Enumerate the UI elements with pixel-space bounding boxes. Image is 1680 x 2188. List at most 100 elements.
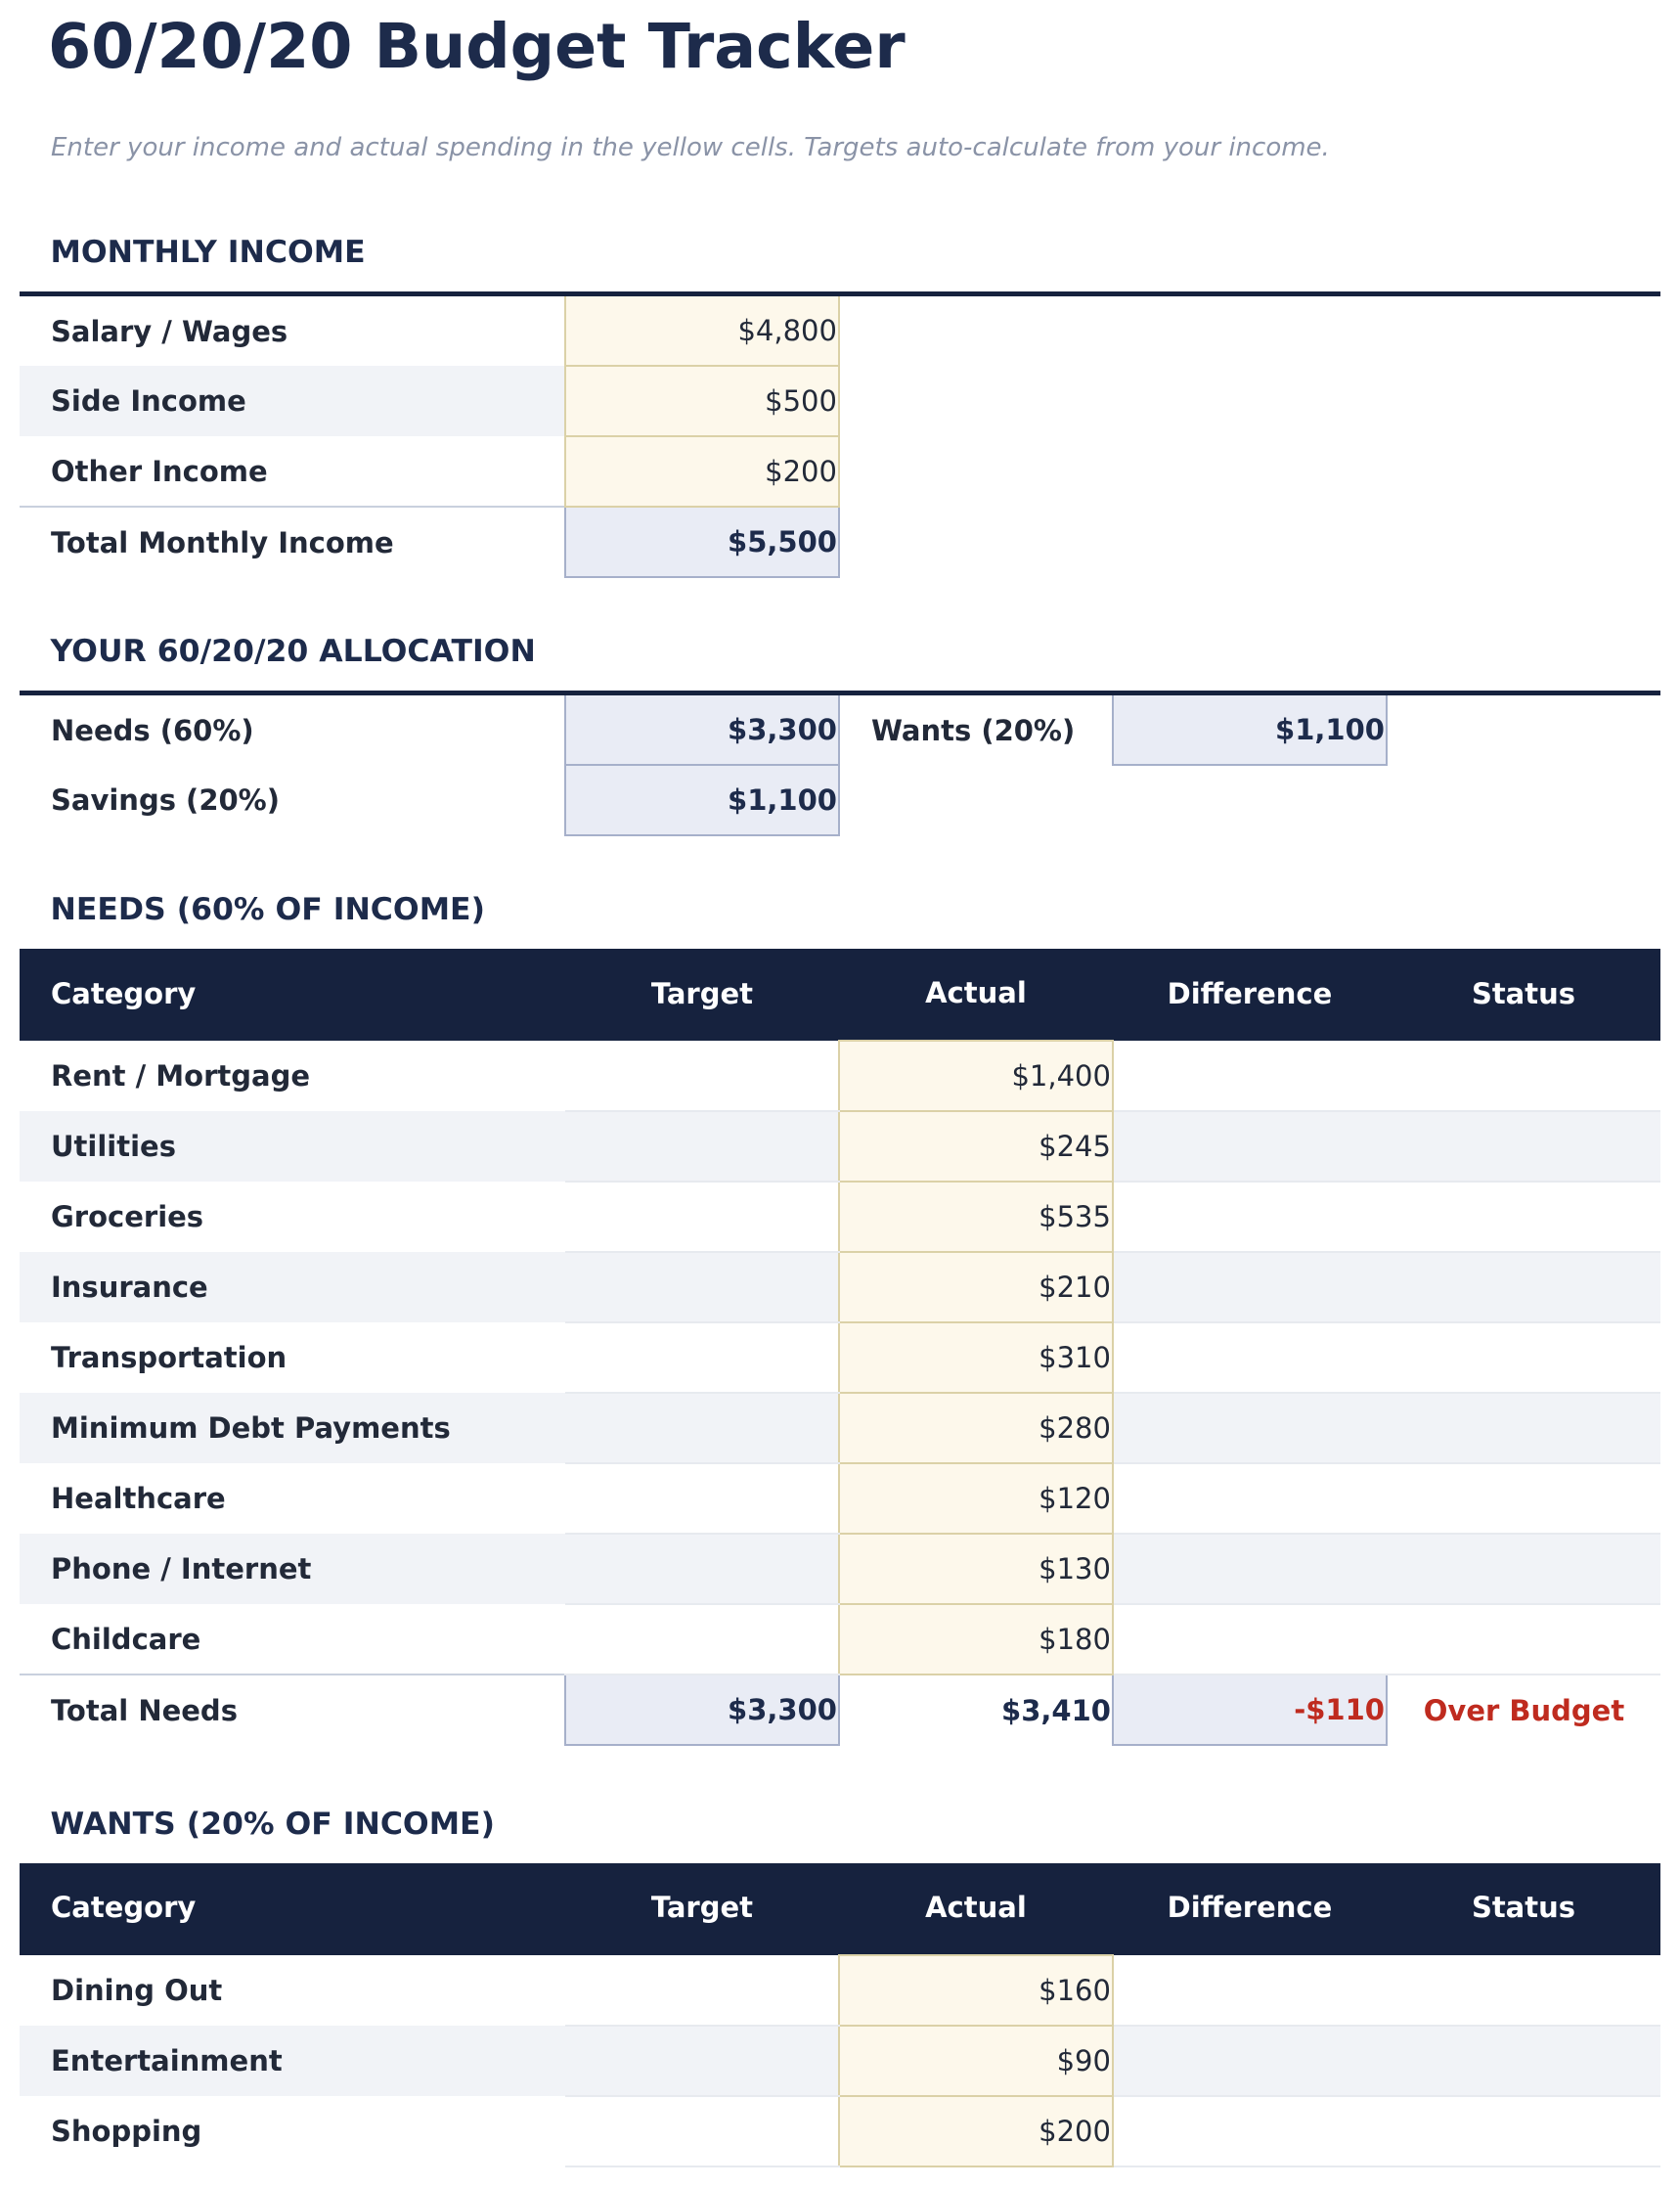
needs-status-cell — [1386, 1252, 1660, 1323]
wants-header-row: Category Target Actual Difference Status — [20, 1862, 1660, 1955]
needs-actual-input-cell[interactable]: $120 — [837, 1462, 1114, 1535]
column-header-actual: Actual — [838, 949, 1113, 1041]
needs-category: Phone / Internet — [20, 1534, 565, 1604]
table-row: Entertainment $90 — [20, 2024, 1660, 2097]
income-table: Salary / Wages $4,800 Side Income $500 O… — [20, 291, 1660, 578]
needs-status-cell — [1386, 1182, 1660, 1253]
column-header-target: Target — [564, 1862, 839, 1955]
needs-total-label: Total Needs — [20, 1674, 565, 1745]
needs-target-cell — [564, 1322, 839, 1394]
page-subtitle: Enter your income and actual spending in… — [51, 133, 1330, 162]
wants-difference-cell — [1112, 1954, 1387, 2027]
needs-target-cell — [564, 1604, 839, 1675]
needs-category: Utilities — [20, 1111, 565, 1182]
allocation-savings-value: $1,100 — [563, 764, 840, 836]
income-row-label: Side Income — [20, 366, 565, 436]
needs-actual-input-cell[interactable]: $130 — [837, 1533, 1114, 1605]
wants-actual-input-cell[interactable]: $200 — [837, 2094, 1114, 2167]
needs-target-cell — [564, 1182, 839, 1253]
section-heading-allocation: YOUR 60/20/20 ALLOCATION — [50, 634, 536, 669]
allocation-table: Needs (60%) $3,300 Wants (20%) $1,100 Sa… — [20, 691, 1660, 836]
wants-status-cell — [1386, 1954, 1660, 2027]
table-row: Dining Out $160 — [20, 1953, 1660, 2027]
wants-target-cell — [564, 1954, 839, 2027]
needs-category: Minimum Debt Payments — [20, 1393, 565, 1463]
allocation-needs-value: $3,300 — [563, 692, 840, 766]
needs-status-cell — [1386, 1604, 1660, 1675]
needs-category: Groceries — [51, 1200, 204, 1233]
income-row-label: Salary / Wages — [51, 314, 288, 348]
needs-difference-cell — [1112, 1393, 1387, 1464]
needs-category: Childcare — [51, 1622, 201, 1656]
income-side-input-cell[interactable]: $500 — [563, 365, 840, 437]
wants-actual-input-cell[interactable]: $90 — [837, 2024, 1114, 2097]
needs-difference-cell — [1112, 1252, 1387, 1323]
wants-actual-input-cell[interactable]: $160 — [837, 1953, 1114, 2027]
column-header-status: Status — [1386, 1862, 1660, 1955]
wants-target-cell — [564, 2095, 839, 2167]
allocation-wants-label: Wants (20%) — [870, 713, 1076, 747]
column-header-category: Category — [20, 949, 565, 1041]
table-row: Side Income $500 — [20, 365, 1660, 437]
wants-status-cell — [1386, 2025, 1660, 2097]
needs-status-cell — [1386, 1041, 1660, 1112]
wants-status-cell — [1386, 2095, 1660, 2167]
needs-category: Rent / Mortgage — [51, 1059, 310, 1093]
table-row: Transportation $310 — [20, 1321, 1660, 1394]
needs-actual-input-cell[interactable]: $180 — [837, 1603, 1114, 1675]
needs-category: Healthcare — [51, 1482, 226, 1515]
needs-difference-cell — [1112, 1534, 1387, 1605]
needs-total-actual: $3,410 — [838, 1674, 1113, 1745]
table-row: Minimum Debt Payments $280 — [20, 1392, 1660, 1464]
needs-category: Transportation — [51, 1341, 287, 1374]
income-other-input-cell[interactable]: $200 — [563, 435, 840, 508]
needs-status-cell — [1386, 1322, 1660, 1394]
table-row: Rent / Mortgage $1,400 — [20, 1040, 1660, 1112]
table-row: Salary / Wages $4,800 — [20, 292, 1660, 367]
income-total-label: Total Monthly Income — [20, 506, 565, 577]
table-row: Groceries $535 — [20, 1181, 1660, 1253]
wants-table: Category Target Actual Difference Status… — [20, 1862, 1660, 2167]
needs-status-cell — [1386, 1111, 1660, 1183]
wants-category: Dining Out — [51, 1973, 223, 2007]
column-header-actual: Actual — [838, 1862, 1113, 1955]
wants-category: Shopping — [51, 2114, 202, 2148]
wants-difference-cell — [1112, 2025, 1387, 2097]
needs-header-row: Category Target Actual Difference Status — [20, 949, 1660, 1041]
needs-target-cell — [564, 1393, 839, 1464]
needs-difference-cell — [1112, 1604, 1387, 1675]
page-title: 60/20/20 Budget Tracker — [48, 10, 906, 82]
needs-actual-input-cell[interactable]: $1,400 — [837, 1040, 1114, 1112]
needs-total-target: $3,300 — [563, 1674, 840, 1746]
needs-status-cell — [1386, 1534, 1660, 1605]
wants-difference-cell — [1112, 2095, 1387, 2167]
income-total-value: $5,500 — [563, 506, 840, 578]
income-salary-input-cell[interactable]: $4,800 — [563, 292, 840, 367]
needs-target-cell — [564, 1534, 839, 1605]
allocation-savings-label: Savings (20%) — [51, 783, 280, 817]
needs-difference-cell — [1112, 1111, 1387, 1183]
column-header-difference: Difference — [1112, 1862, 1387, 1955]
needs-total-difference: -$110 — [1111, 1674, 1388, 1746]
needs-difference-cell — [1112, 1463, 1387, 1535]
column-header-status: Status — [1386, 949, 1660, 1041]
needs-actual-input-cell[interactable]: $310 — [837, 1321, 1114, 1394]
needs-target-cell — [564, 1041, 839, 1112]
needs-status-cell — [1386, 1463, 1660, 1535]
column-header-category: Category — [20, 1862, 565, 1955]
table-row: Healthcare $120 — [20, 1462, 1660, 1535]
table-row: Utilities $245 — [20, 1110, 1660, 1183]
table-row: Childcare $180 — [20, 1603, 1660, 1675]
needs-status-cell — [1386, 1393, 1660, 1464]
needs-actual-input-cell[interactable]: $535 — [837, 1181, 1114, 1253]
table-row: Insurance $210 — [20, 1251, 1660, 1323]
needs-actual-input-cell[interactable]: $245 — [837, 1110, 1114, 1183]
needs-actual-input-cell[interactable]: $280 — [837, 1392, 1114, 1464]
section-heading-needs: NEEDS (60% OF INCOME) — [50, 892, 485, 927]
needs-category: Insurance — [20, 1252, 565, 1322]
needs-actual-input-cell[interactable]: $210 — [837, 1251, 1114, 1323]
needs-target-cell — [564, 1463, 839, 1535]
allocation-wants-value: $1,100 — [1111, 692, 1388, 766]
table-row: Needs (60%) $3,300 Wants (20%) $1,100 — [20, 692, 1660, 766]
income-row-label: Other Income — [51, 454, 268, 488]
